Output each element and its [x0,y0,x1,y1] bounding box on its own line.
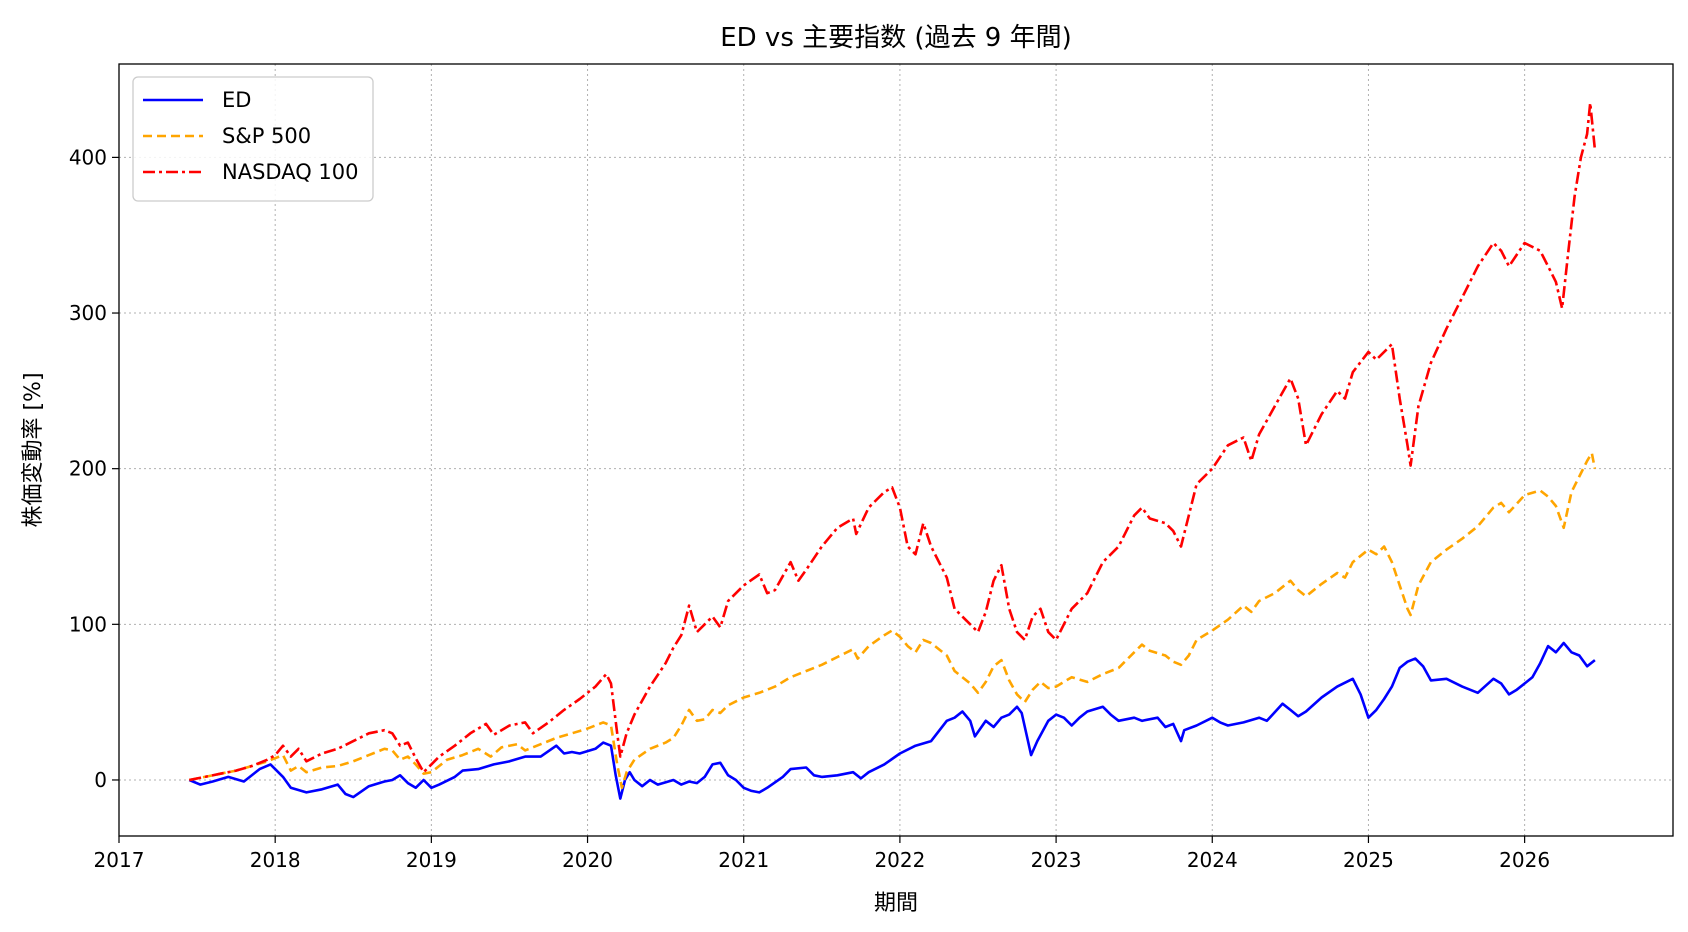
grid-layer [118,64,1673,836]
x-axis-title: 期間 [874,891,918,916]
series-line-s-p-500 [189,451,1597,790]
chart-title: ED vs 主要指数 (過去 9 年間) [720,23,1072,53]
x-tick-label: 2024 [1187,848,1238,872]
series-line-nasdaq-100 [189,101,1597,782]
x-tick-label: 2026 [1499,848,1550,872]
axis-layer: 2017 2018 2019 2020 2021 2022 2023 2024 2025 2026… [69,145,1550,872]
legend-frame [132,76,374,202]
x-tick-label: 2019 [406,848,457,872]
y-tick-label: 300 [69,301,107,325]
x-tick-label: 2018 [250,848,301,872]
legend-label: ED [222,88,251,112]
plot-frame [118,63,1674,837]
x-tick-label: 2017 [94,848,145,872]
y-axis-title: 株価変動率 [%] [21,372,46,527]
legend-label: NASDAQ 100 [222,160,359,184]
x-tick-label: 2025 [1343,848,1394,872]
x-tick-label: 2021 [718,848,769,872]
y-tick-label: 200 [69,457,107,481]
y-tick-label: 400 [69,145,107,169]
x-tick-label: 2023 [1031,848,1082,872]
series-layer [188,101,1597,800]
y-tick-label: 100 [69,612,107,636]
legend: ED S&P 500 NASDAQ 100 [132,76,374,202]
y-tick-label: 0 [94,768,107,792]
legend-label: S&P 500 [222,124,311,148]
series-line-ed [188,641,1596,800]
x-tick-label: 2020 [562,848,613,872]
x-tick-label: 2022 [874,848,925,872]
